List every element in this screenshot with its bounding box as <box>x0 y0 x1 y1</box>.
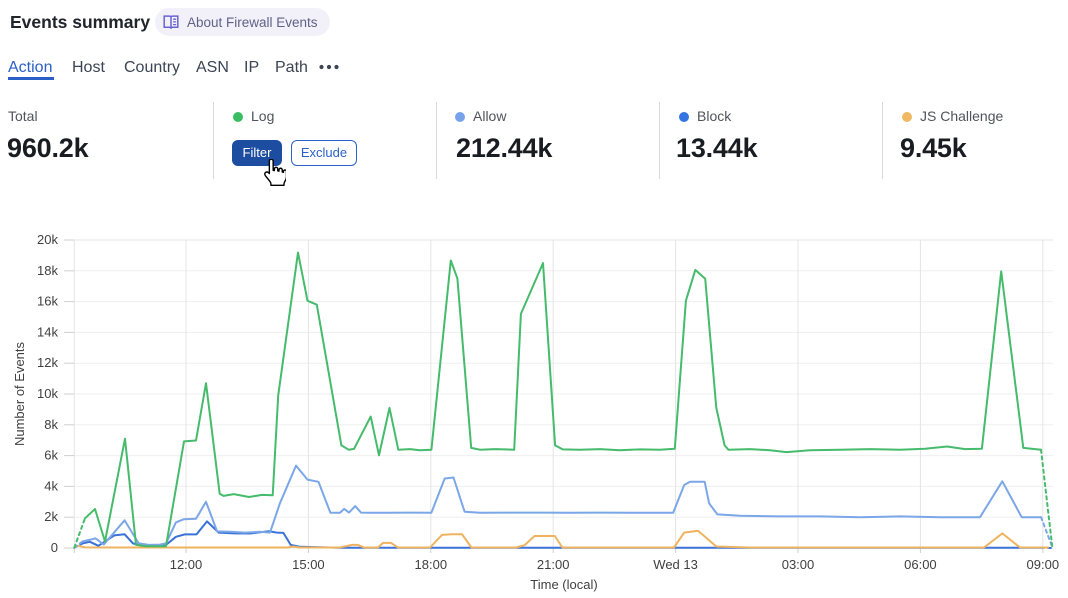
svg-text:16k: 16k <box>37 294 58 309</box>
svg-text:2k: 2k <box>44 509 58 524</box>
svg-text:12:00: 12:00 <box>170 557 203 572</box>
svg-text:18:00: 18:00 <box>415 557 448 572</box>
svg-text:8k: 8k <box>44 417 58 432</box>
svg-text:18k: 18k <box>37 263 58 278</box>
svg-text:12k: 12k <box>37 355 58 370</box>
svg-text:6k: 6k <box>44 448 58 463</box>
svg-text:06:00: 06:00 <box>904 557 937 572</box>
svg-text:21:00: 21:00 <box>537 557 570 572</box>
svg-text:03:00: 03:00 <box>782 557 815 572</box>
svg-text:0: 0 <box>51 540 58 555</box>
svg-text:4k: 4k <box>44 478 58 493</box>
svg-text:Time (local): Time (local) <box>530 577 597 592</box>
svg-text:15:00: 15:00 <box>292 557 325 572</box>
svg-text:20k: 20k <box>37 232 58 247</box>
svg-text:Wed 13: Wed 13 <box>653 557 698 572</box>
svg-text:09:00: 09:00 <box>1027 557 1060 572</box>
svg-text:14k: 14k <box>37 324 58 339</box>
svg-text:Number of Events: Number of Events <box>12 341 27 446</box>
svg-text:10k: 10k <box>37 386 58 401</box>
